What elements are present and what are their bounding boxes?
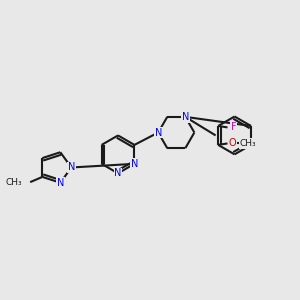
Text: O: O [229,138,237,148]
Text: F: F [231,122,237,132]
Text: N: N [154,128,162,137]
Text: CH₃: CH₃ [240,139,256,148]
Text: N: N [182,112,189,122]
Text: N: N [68,163,75,172]
Text: N: N [57,178,64,188]
Text: N: N [114,168,122,178]
Text: N: N [131,159,138,169]
Text: CH₃: CH₃ [5,178,22,187]
